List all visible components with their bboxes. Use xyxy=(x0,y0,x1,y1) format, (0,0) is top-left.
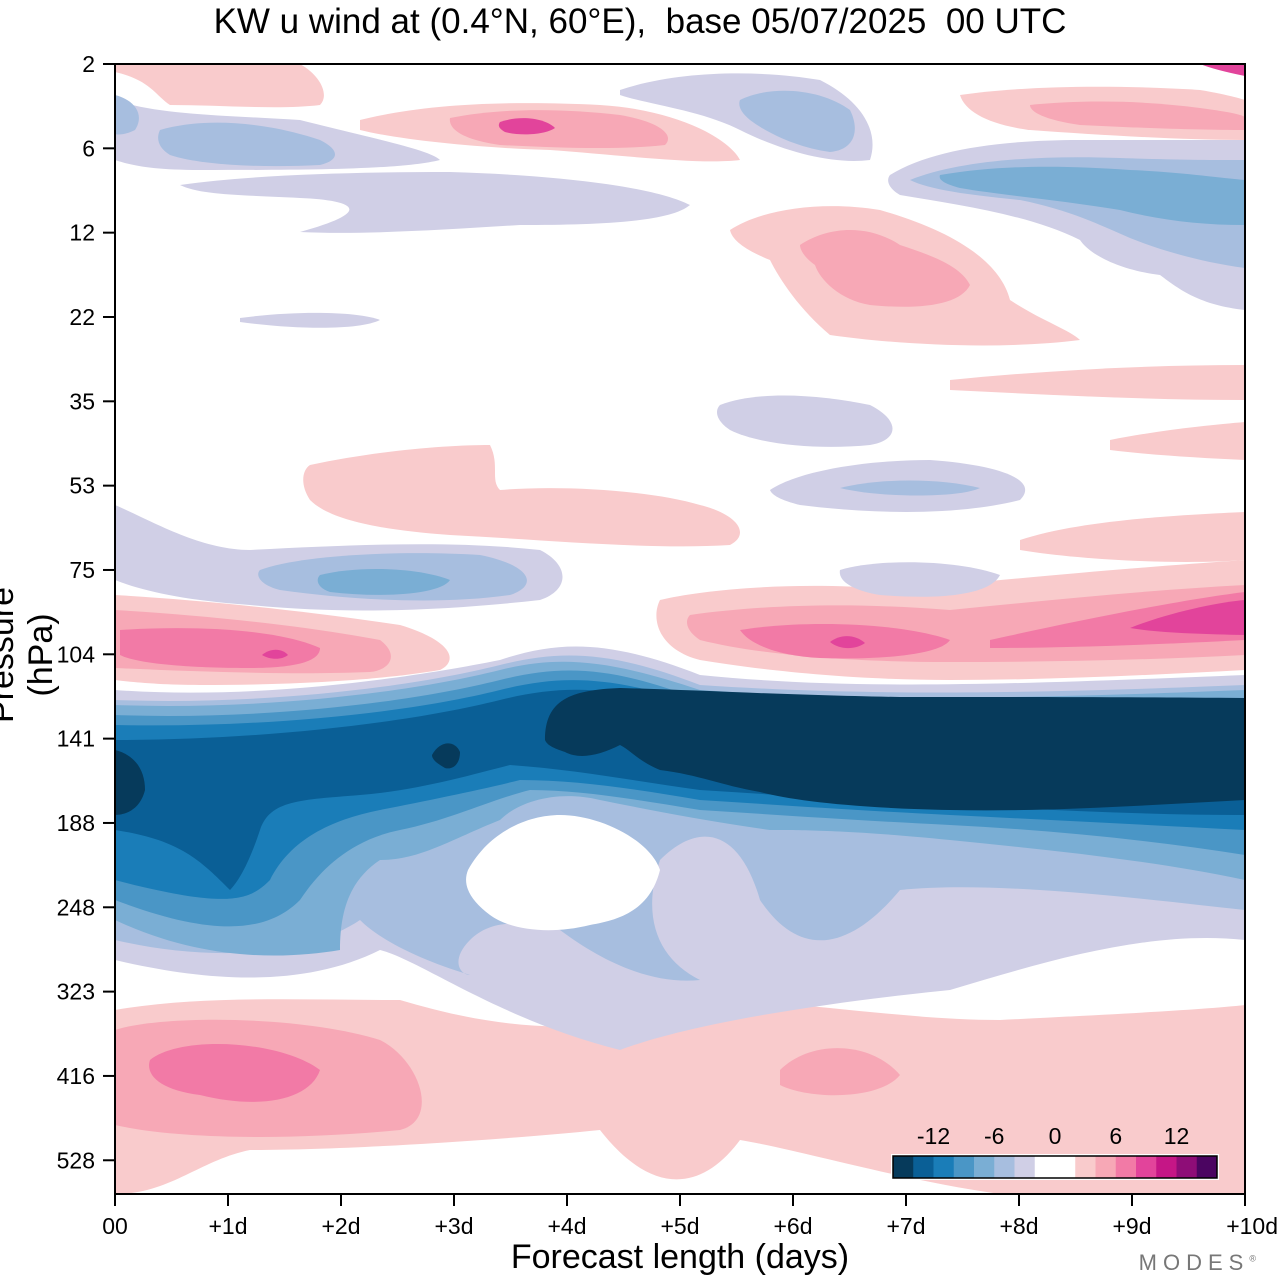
y-tick-label: 53 xyxy=(69,473,95,499)
colorbar-swatch xyxy=(933,1156,955,1178)
x-tick-label: +9d xyxy=(1112,1213,1151,1239)
jet-core-left xyxy=(115,750,145,815)
colorbar-swatch xyxy=(1075,1156,1096,1178)
negative-band-8 xyxy=(180,172,690,233)
y-tick-label: 75 xyxy=(69,557,95,583)
y-tick-label: 104 xyxy=(57,641,96,667)
y-axis-label: Pressure (hPa) xyxy=(0,586,60,724)
positive-band-12-mid xyxy=(800,230,970,307)
y-tick-label: 528 xyxy=(57,1147,95,1173)
x-tick-label: +2d xyxy=(321,1213,360,1239)
jet-core-small xyxy=(432,743,460,769)
positive-band-4-mid xyxy=(449,110,668,149)
positive-peak-104-left xyxy=(262,649,288,659)
brand-mark: ® xyxy=(1249,1253,1256,1264)
x-tick-label: +7d xyxy=(886,1213,925,1239)
neutral-pocket xyxy=(466,815,660,931)
positive-band-2-left xyxy=(115,64,324,108)
colorbar-swatch xyxy=(974,1156,995,1178)
colorbar-swatch xyxy=(1034,1156,1056,1178)
colorbar-swatch xyxy=(1014,1156,1036,1178)
x-tick-label: +8d xyxy=(999,1213,1038,1239)
y-tick-label: 2 xyxy=(82,51,95,77)
colorbar-swatch xyxy=(1136,1156,1157,1178)
negative-blob-22 xyxy=(240,312,380,328)
colorbar-tick-label: -6 xyxy=(984,1123,1004,1149)
x-tick-label: 00 xyxy=(102,1213,128,1239)
x-axis-label: Forecast length (days) xyxy=(510,1238,850,1276)
colorbar-tick-label: 0 xyxy=(1049,1123,1062,1149)
contour-bands xyxy=(115,64,1245,1194)
x-tick-label: +4d xyxy=(547,1213,586,1239)
positive-core-104-farright xyxy=(990,592,1245,648)
positive-band-4-core xyxy=(498,118,555,135)
wind-field xyxy=(115,64,1245,1194)
positive-band-53 xyxy=(303,445,740,547)
chart-title: KW u wind at (0.4°N, 60°E), base 05/07/2… xyxy=(213,2,1067,41)
x-tick-label: +6d xyxy=(773,1213,812,1239)
positive-peak-104-right xyxy=(1130,600,1245,635)
y-tick-label: 12 xyxy=(69,220,95,246)
negative-band-2-edge xyxy=(115,95,139,135)
y-axis: 2 6 12 22 35 53 75 104 141 188 248 323 416 528 xyxy=(57,51,115,1173)
positive-band-35-farright xyxy=(1110,422,1245,460)
negative-blob-75-right xyxy=(839,562,1000,597)
x-tick-label: +5d xyxy=(660,1213,699,1239)
colorbar-tick-label: -12 xyxy=(917,1123,950,1149)
y-tick-label: 6 xyxy=(82,135,95,161)
colorbar-swatch xyxy=(913,1156,934,1178)
colorbar-swatch xyxy=(953,1156,975,1178)
positive-peak-104-mid xyxy=(830,636,865,649)
y-tick-label: 188 xyxy=(57,810,95,836)
negative-band-4-mid xyxy=(158,122,335,167)
colorbar-swatch xyxy=(1196,1156,1218,1178)
colorbar-swatch xyxy=(1095,1156,1117,1178)
negative-band-8-right-core xyxy=(939,166,1245,225)
negative-blob-53-core xyxy=(840,480,980,496)
y-tick-label: 141 xyxy=(57,726,95,752)
jet-core xyxy=(545,688,1245,811)
y-tick-label: 416 xyxy=(57,1063,95,1089)
colorbar-swatch xyxy=(994,1156,1015,1178)
x-tick-label: +1d xyxy=(208,1213,247,1239)
brand-name: MODES xyxy=(1138,1250,1250,1275)
colorbar-swatch xyxy=(1176,1156,1198,1178)
negative-band-2-right-mid xyxy=(739,90,855,152)
positive-band-lower-right xyxy=(780,1048,900,1096)
negative-blob-35 xyxy=(717,395,893,447)
y-tick-label: 248 xyxy=(57,894,95,920)
colorbar-swatch xyxy=(1055,1156,1076,1178)
positive-band-4-right-mid xyxy=(1030,101,1245,130)
y-tick-label: 35 xyxy=(69,388,95,414)
y-tick-label: 323 xyxy=(57,979,95,1005)
x-tick-label: +10d xyxy=(1226,1213,1278,1239)
colorbar-swatch xyxy=(893,1156,914,1178)
brand-logo: MODES® xyxy=(1139,1250,1256,1276)
positive-core-lower xyxy=(149,1043,320,1102)
x-axis: 00 +1d +2d +3d +4d +5d +6d +7d +8d +9d +10d xyxy=(102,1194,1278,1239)
x-tick-label: +3d xyxy=(434,1213,473,1239)
positive-band-35-right xyxy=(950,365,1245,400)
colorbar: -12 -6 0 6 12 xyxy=(891,1123,1219,1180)
positive-band-53-right xyxy=(1020,512,1245,562)
colorbar-swatch xyxy=(1115,1156,1137,1178)
positive-band-lower xyxy=(115,999,1245,1194)
y-tick-label: 22 xyxy=(69,304,95,330)
colorbar-swatch xyxy=(1156,1156,1177,1178)
colorbar-tick-label: 12 xyxy=(1164,1123,1190,1149)
colorbar-tick-label: 6 xyxy=(1109,1123,1122,1149)
colorbar-frame xyxy=(892,1155,1218,1179)
positive-peak-2-right xyxy=(1200,64,1245,76)
negative-blob-75-core xyxy=(317,568,450,595)
